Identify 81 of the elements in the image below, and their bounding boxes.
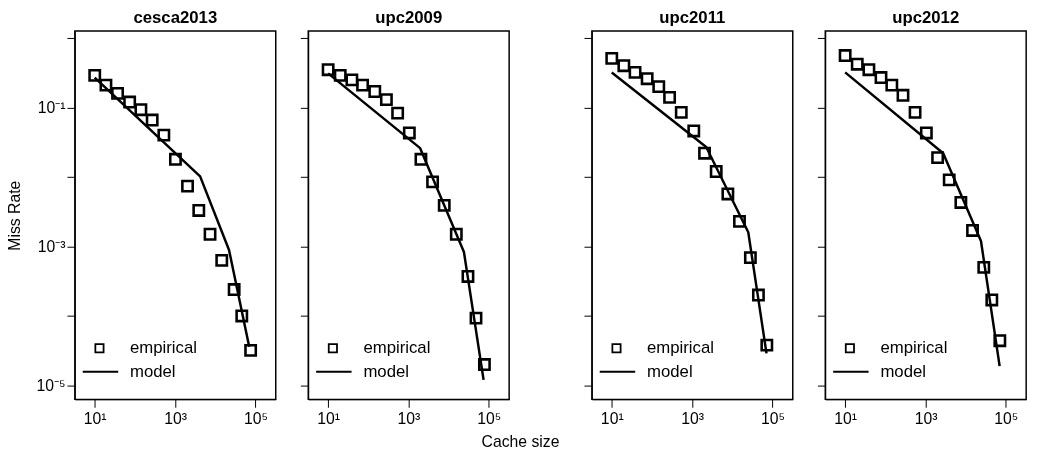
point	[123, 95, 137, 109]
point	[192, 204, 206, 217]
point	[919, 126, 933, 140]
legend-label: empirical	[129, 338, 197, 358]
point	[426, 175, 440, 189]
x-tick-label: 10¹	[600, 409, 624, 427]
point	[88, 68, 102, 82]
point	[850, 57, 864, 71]
point	[461, 270, 475, 283]
chart-title: cesca2013	[133, 8, 218, 28]
point	[874, 71, 888, 84]
x-tick-label: 10¹	[83, 409, 107, 427]
point	[402, 126, 416, 140]
x-tick-label: 10³	[397, 409, 421, 427]
point	[345, 73, 359, 87]
point	[391, 106, 405, 120]
x-tick-label: 10³	[164, 409, 187, 427]
legend-label: model	[647, 361, 693, 381]
x-tick-label: 10³	[681, 409, 704, 427]
chart-title: upc2009	[375, 8, 443, 28]
point	[134, 103, 148, 117]
chart-title: upc2012	[892, 8, 960, 28]
legend-label: model	[880, 361, 927, 381]
point	[227, 283, 241, 296]
point	[203, 227, 217, 241]
point	[885, 78, 899, 92]
point	[368, 85, 382, 98]
point	[181, 179, 194, 193]
point	[733, 214, 746, 228]
point	[838, 49, 852, 62]
x-tick-label: 10³	[914, 409, 938, 427]
y-tick-label: 10⁻⁵	[36, 376, 66, 394]
x-tick-label: 10⁵	[994, 409, 1019, 427]
point	[698, 146, 711, 160]
legend-label: empirical	[363, 338, 431, 358]
point	[449, 227, 463, 241]
x-tick-label: 10⁵	[243, 409, 268, 427]
x-tick-label: 10⁵	[760, 409, 785, 427]
point	[721, 187, 735, 201]
point	[687, 124, 701, 138]
point	[437, 198, 451, 212]
point	[617, 59, 631, 73]
point	[111, 86, 124, 100]
y-tick-label: 10⁻³	[37, 237, 66, 255]
point	[652, 80, 666, 94]
point	[605, 51, 619, 65]
point	[356, 78, 370, 92]
point	[709, 165, 723, 178]
point	[862, 63, 876, 77]
x-tick-label: 10⁵	[477, 409, 502, 427]
point	[157, 128, 171, 142]
point	[321, 63, 335, 77]
point	[640, 72, 654, 86]
point	[977, 260, 991, 274]
legend-label: empirical	[880, 338, 948, 358]
point	[215, 253, 229, 267]
x-axis-title: Cache size	[481, 433, 560, 451]
point	[168, 152, 182, 166]
point	[99, 78, 113, 92]
point	[743, 251, 757, 265]
point	[663, 90, 677, 104]
point	[908, 105, 922, 119]
point	[628, 65, 642, 79]
y-tick-label: 10⁻¹	[37, 98, 66, 116]
point	[942, 173, 956, 187]
point	[379, 93, 393, 107]
point	[674, 105, 688, 119]
point	[414, 152, 428, 166]
point	[954, 196, 968, 209]
x-tick-label: 10¹	[317, 409, 340, 427]
legend-label: model	[129, 361, 176, 381]
legend-label: empirical	[647, 338, 714, 358]
y-axis-title: Miss Rate	[5, 180, 23, 251]
point	[333, 68, 347, 82]
legend-label: model	[363, 361, 409, 381]
point	[896, 88, 910, 102]
chart-title: upc2011	[659, 8, 726, 28]
point	[966, 224, 979, 237]
point	[145, 113, 159, 127]
x-tick-label: 10¹	[834, 409, 858, 427]
point	[931, 151, 945, 165]
